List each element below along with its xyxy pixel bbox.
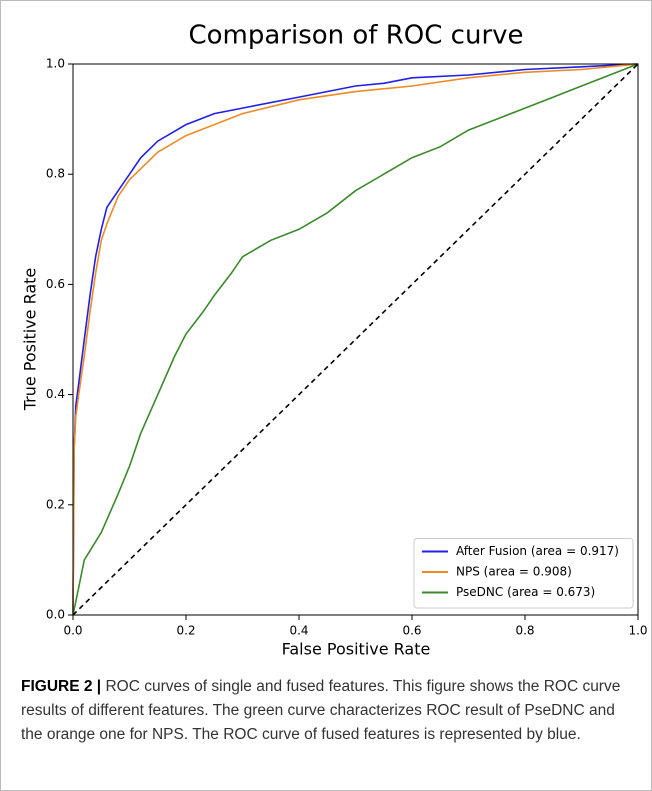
chart: Comparison of ROC curve False Positive R… <box>21 21 648 659</box>
reference-line <box>72 63 639 616</box>
x-tick-label: 0.4 <box>289 624 308 638</box>
y-tick-label: 0.6 <box>46 277 65 291</box>
y-tick-label: 0.8 <box>46 167 65 181</box>
y-axis-label: True Positive Rate <box>21 268 40 412</box>
plot-frame <box>72 63 639 616</box>
chart-title: Comparison of ROC curve <box>188 21 523 51</box>
y-tick-label: 0.2 <box>46 497 65 511</box>
y-tick-label: 0.4 <box>46 387 65 401</box>
x-tick-label: 0.0 <box>63 624 82 638</box>
roc-line <box>72 63 639 616</box>
x-tick-label: 0.6 <box>402 624 421 638</box>
caption: FIGURE 2 | ROC curves of single and fuse… <box>21 675 636 747</box>
roc-line <box>72 63 639 616</box>
caption-label: FIGURE 2 | <box>21 678 102 695</box>
x-tick-label: 0.8 <box>515 624 534 638</box>
x-axis-label: False Positive Rate <box>282 640 431 659</box>
legend-label: PseDNC (area = 0.673) <box>456 585 595 599</box>
roc-line <box>72 63 639 616</box>
legend-label: NPS (area = 0.908) <box>456 565 572 579</box>
legend-box <box>413 538 634 609</box>
y-tick-label: 1.0 <box>46 57 65 71</box>
legend-label: After Fusion (area = 0.917) <box>456 544 619 558</box>
x-tick-label: 1.0 <box>628 624 647 638</box>
x-tick-label: 0.2 <box>176 624 195 638</box>
caption-text: ROC curves of single and fused features.… <box>21 678 621 743</box>
y-tick-label: 0.0 <box>46 608 65 622</box>
